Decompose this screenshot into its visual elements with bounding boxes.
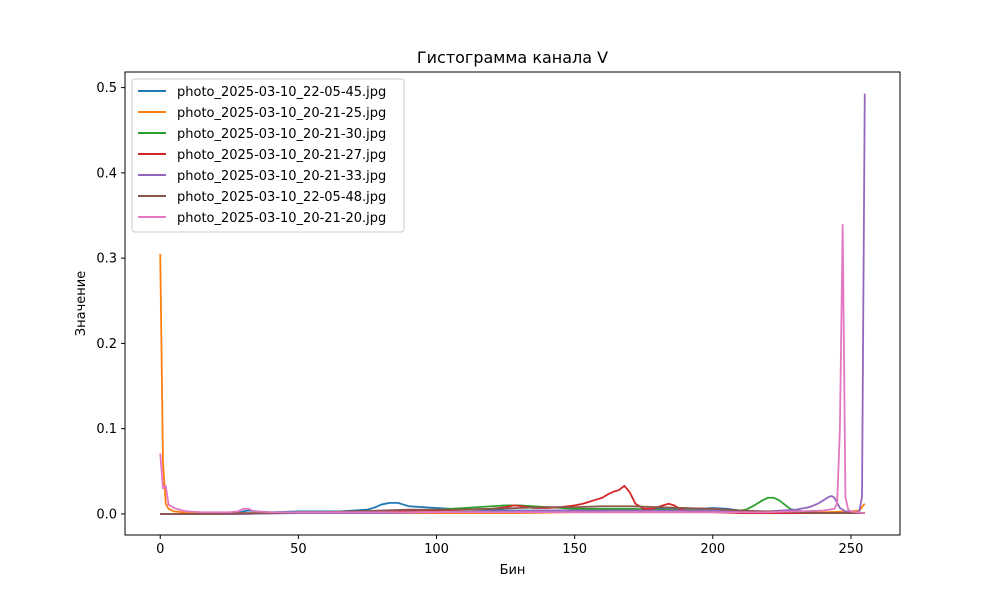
y-tick-label: 0.0 <box>96 507 117 522</box>
series-line-7 <box>159 223 865 514</box>
legend-box <box>131 78 405 233</box>
x-ticks: 0 50 100 150 200 250 <box>156 535 863 557</box>
lines-layer <box>159 93 866 515</box>
legend-label: photo_2025-03-10_22-05-45.jpg <box>177 85 386 100</box>
y-tick-label: 0.4 <box>96 166 117 181</box>
legend-label: photo_2025-03-10_20-21-20.jpg <box>177 211 386 226</box>
x-tick-label: 0 <box>156 542 164 557</box>
legend-label: photo_2025-03-10_20-21-30.jpg <box>177 127 386 142</box>
legend-label: photo_2025-03-10_20-21-27.jpg <box>177 148 386 163</box>
legend-label: photo_2025-03-10_20-21-25.jpg <box>177 106 386 121</box>
x-tick-label: 150 <box>562 542 587 557</box>
x-tick-label: 100 <box>424 542 449 557</box>
chart-title: Гистограмма канала V <box>417 48 608 67</box>
legend-label: photo_2025-03-10_20-21-33.jpg <box>177 169 386 184</box>
y-tick-label: 0.3 <box>96 252 117 267</box>
y-tick-label: 0.5 <box>96 81 117 96</box>
y-axis-label: Значение <box>74 271 89 336</box>
legend: photo_2025-03-10_22-05-45.jpg photo_2025-… <box>131 78 405 233</box>
y-tick-label: 0.2 <box>96 337 117 352</box>
x-axis-label: Бин <box>500 563 526 578</box>
legend-label: photo_2025-03-10_22-05-48.jpg <box>177 190 386 205</box>
y-ticks: 0.0 0.1 0.2 0.3 0.4 0.5 <box>96 81 125 522</box>
x-tick-label: 250 <box>839 542 864 557</box>
x-tick-label: 50 <box>290 542 307 557</box>
y-tick-label: 0.1 <box>96 422 117 437</box>
x-tick-label: 200 <box>700 542 725 557</box>
plot-frame <box>124 71 901 536</box>
